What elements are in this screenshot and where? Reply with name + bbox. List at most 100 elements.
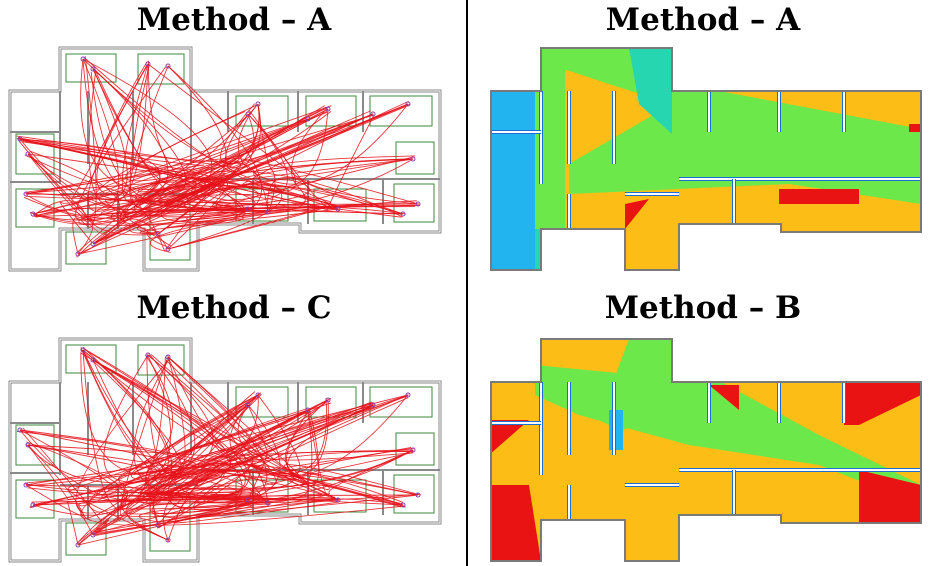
trajectory-path (88, 411, 419, 518)
agent-marker (17, 136, 23, 142)
heat-region (599, 339, 672, 430)
goal-zone (395, 432, 435, 466)
agent-marker (23, 191, 29, 197)
trajectory-path (80, 347, 180, 536)
trajectory-path (19, 429, 127, 544)
heatmap-fill (491, 48, 921, 270)
trajectory-path (82, 349, 336, 519)
agent-marker (325, 397, 331, 403)
trajectory-path (90, 71, 404, 215)
trajectory-path (267, 106, 329, 213)
agent-marker (17, 427, 23, 433)
agent-marker (90, 66, 96, 72)
trajectory-path (237, 394, 301, 475)
agent-marker (165, 537, 171, 543)
agent-marker (305, 116, 311, 122)
agent-marker (25, 151, 31, 157)
trajectory-path (284, 411, 339, 501)
agent-marker (75, 542, 81, 548)
agent-marker (245, 206, 251, 212)
trajectory-path (206, 401, 414, 462)
trajectory-path (92, 103, 409, 245)
heat-region (535, 48, 921, 204)
trajectory-path (17, 139, 339, 210)
agent-marker (370, 111, 376, 117)
agent-marker (75, 251, 81, 257)
agent-marker (265, 500, 271, 506)
trajectory-path (92, 210, 160, 245)
agent-marker (90, 357, 96, 363)
heat-region (491, 420, 529, 455)
trajectory-path (32, 352, 196, 506)
trajectory-path (92, 391, 256, 536)
title-top-right: Method – A (605, 2, 801, 38)
trajectory-path (83, 56, 297, 192)
trajectory-path (267, 177, 406, 215)
agent-marker (245, 497, 251, 503)
trajectory-path (59, 118, 309, 244)
agent-marker (400, 211, 406, 217)
agent-marker (30, 211, 36, 217)
trajectory-path (27, 166, 210, 215)
agent-marker (165, 354, 171, 360)
panel-divider (466, 0, 468, 566)
goal-zone (235, 386, 289, 418)
agent-marker (155, 522, 161, 528)
heat-region (909, 124, 921, 132)
trajectory-path (247, 404, 268, 501)
title-bottom-right: Method – B (604, 290, 802, 326)
trajectory-path (75, 65, 329, 221)
agent-marker (410, 156, 416, 162)
goal-zone (393, 474, 435, 514)
goal-zone (15, 133, 55, 175)
trajectory-path (237, 103, 409, 185)
trajectory-path (90, 519, 110, 536)
goal-zone (137, 344, 185, 376)
trajectory-path (16, 430, 209, 546)
heatmap-outline (490, 47, 922, 271)
agent-marker (405, 392, 411, 398)
trajectory-path (93, 491, 249, 533)
heat-region (859, 470, 921, 523)
trajectory-path (82, 349, 225, 529)
trajectory-path (135, 170, 403, 218)
trajectory-path (134, 409, 404, 503)
heatmap-method-b (490, 338, 922, 562)
heat-region (629, 48, 672, 134)
trajectory-path (33, 200, 159, 236)
heat-region (844, 382, 921, 425)
agent-marker (23, 482, 29, 488)
agent-marker (155, 231, 161, 237)
goal-zone (369, 386, 433, 418)
trajectory-path (151, 394, 262, 498)
trajectory-path (27, 444, 415, 500)
goal-zone (395, 141, 435, 175)
trajectory-path (25, 157, 420, 205)
trajectory-path (32, 198, 249, 217)
heat-region (625, 199, 649, 229)
trajectory-path (82, 58, 148, 212)
goal-zone (235, 95, 289, 127)
agent-marker (245, 402, 251, 408)
trajectory-path (133, 158, 414, 218)
trajectory-path (72, 56, 97, 255)
trajectory-path (80, 352, 409, 513)
goal-zone (65, 53, 117, 83)
trajectory-path (67, 394, 409, 541)
agent-marker (305, 407, 311, 413)
goal-zone (393, 183, 435, 223)
trajectory-path (120, 204, 249, 252)
trajectory-path (118, 354, 339, 501)
goal-zone (305, 95, 357, 127)
trajectory-path (34, 179, 311, 245)
heatmap-outline (490, 338, 922, 562)
heat-region (709, 385, 739, 410)
trajectory-path (209, 393, 339, 501)
trajectory-path (23, 197, 404, 223)
heat-region (559, 520, 625, 561)
trajectory-path (164, 103, 414, 205)
agent-marker (335, 497, 341, 503)
heatmap-fill (491, 339, 921, 561)
agent-marker (80, 56, 86, 62)
trajectory-path (192, 397, 409, 511)
